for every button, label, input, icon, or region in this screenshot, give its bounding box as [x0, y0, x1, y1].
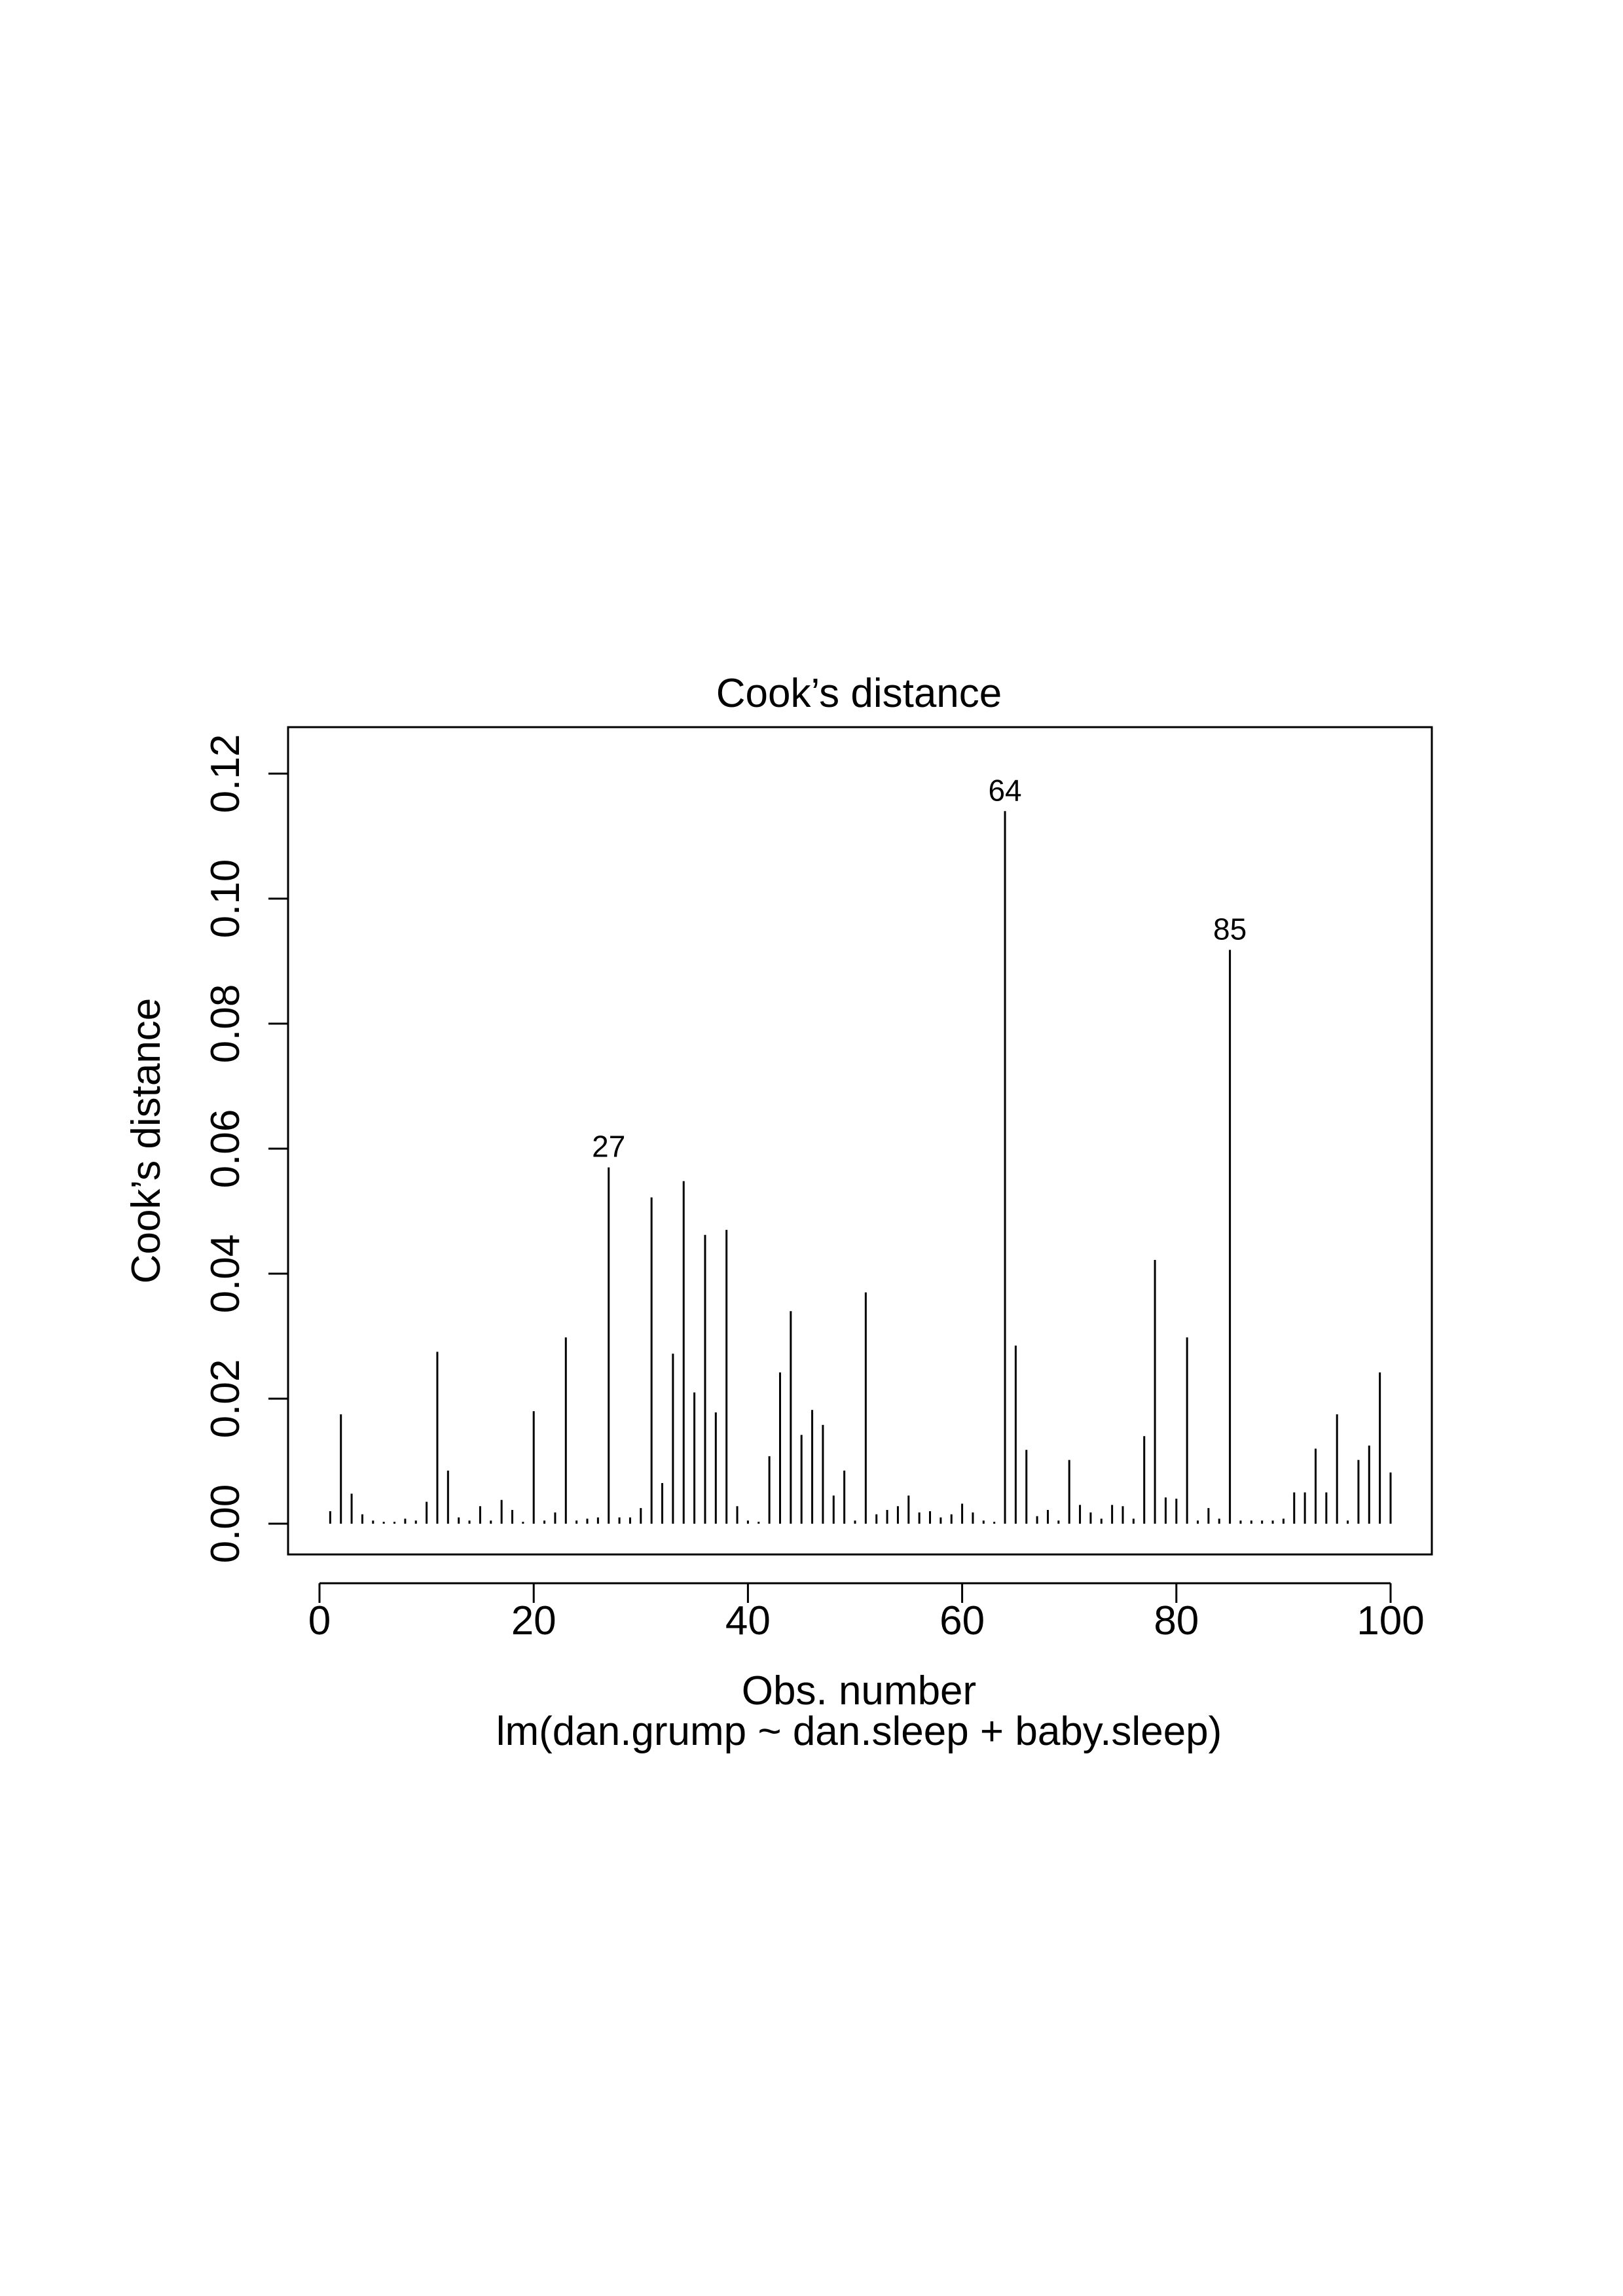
x-tick-label: 0 [308, 1598, 331, 1643]
chart-title: Cook’s distance [716, 671, 1002, 716]
bars-group [329, 811, 1392, 1524]
plot-frame [287, 726, 1433, 1556]
y-tick-label: 0.10 [203, 859, 248, 939]
x-tick-label: 40 [725, 1598, 771, 1643]
y-axis: 0.00 0.02 0.04 0.06 0.08 0.10 0.12 [203, 734, 289, 1564]
x-tick-label: 100 [1357, 1598, 1424, 1643]
y-tick-label: 0.08 [203, 984, 248, 1064]
model-subtitle: lm(dan.grump ~ dan.sleep + baby.sleep) [496, 1709, 1222, 1754]
y-tick-label: 0.00 [203, 1484, 248, 1564]
y-tick-label: 0.06 [203, 1109, 248, 1189]
x-axis-label: Obs. number [742, 1668, 976, 1713]
annotations-group: 27 64 85 [592, 773, 1247, 1163]
point-label-85: 85 [1213, 912, 1247, 946]
y-axis-label: Cook’s distance [124, 998, 169, 1284]
x-tick-label: 20 [511, 1598, 556, 1643]
point-label-27: 27 [592, 1130, 625, 1164]
y-tick-label: 0.02 [203, 1359, 248, 1439]
x-tick-label: 60 [939, 1598, 985, 1643]
x-tick-label: 80 [1154, 1598, 1199, 1643]
x-axis: 0 20 40 60 80 100 [308, 1582, 1425, 1643]
y-tick-label: 0.12 [203, 734, 248, 814]
point-label-64: 64 [988, 773, 1021, 807]
y-tick-label: 0.04 [203, 1234, 248, 1314]
